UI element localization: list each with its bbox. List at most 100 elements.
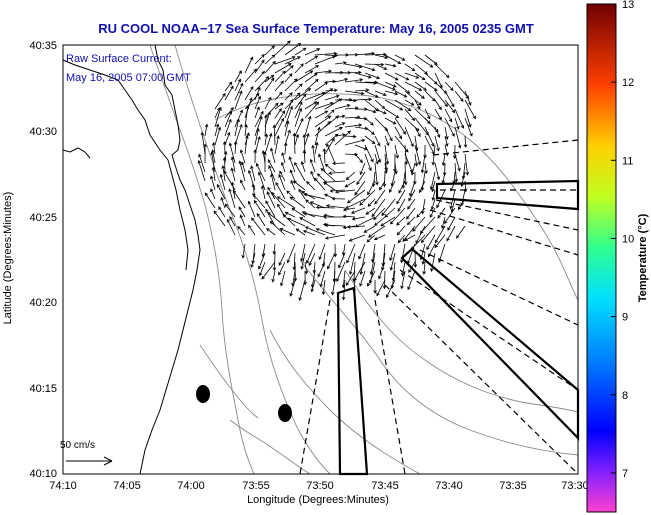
current-vector-arrow [234,118,240,137]
current-vector-arrow [241,161,246,173]
current-vector-arrow [218,206,226,218]
current-vector-arrow [324,53,339,58]
current-vector-arrow [334,61,347,65]
x-tick-label: 73:35 [499,480,527,492]
current-vector-arrow [374,90,387,96]
bathymetry-contours [149,44,579,475]
current-vector-arrow [384,99,404,111]
current-vector-arrow [348,252,356,276]
current-vector-arrow [304,78,319,92]
y-tick-label: 40:10 [29,468,57,480]
current-vector-arrow [284,211,296,218]
current-vector-arrow [284,92,293,101]
x-tick-label: 73:40 [435,480,463,492]
current-vector-arrow [284,73,293,83]
current-vector-arrow [244,68,257,83]
current-vector-arrow [394,126,403,140]
current-vector-arrow [252,193,266,209]
current-vector-arrow [294,161,306,182]
current-vector-arrow [264,132,273,155]
current-vector-arrow [446,225,456,242]
current-vector-arrow [334,130,352,146]
colorbar-tick-label: 10 [622,233,634,245]
current-vector-arrow [454,162,459,183]
current-vector-arrow [324,94,340,101]
current-vector-arrow [304,65,320,74]
current-vector-arrow [254,59,265,74]
current-vector-arrow [274,91,283,101]
current-vector-arrow [420,153,426,174]
current-vector-arrow [263,151,267,172]
current-vector-arrow [214,126,222,146]
current-vector-arrow [226,218,236,236]
current-vector-arrow [424,162,428,175]
current-vector-arrow [342,214,356,219]
current-vector-arrow [204,123,209,137]
current-vector-arrow [364,117,374,126]
current-vector-arrow [321,279,326,296]
current-vector-arrow [264,74,275,83]
colorbar-tick-label: 11 [622,155,633,167]
current-vector-arrow [430,252,436,273]
current-vector-arrow [264,96,272,110]
current-vector-arrow [291,207,306,218]
current-vector-arrow [374,81,396,91]
colorbar-tick-label: 9 [622,312,628,324]
current-vector-arrow [394,99,412,112]
current-vector-arrow [389,243,396,262]
current-vector-arrow [447,216,456,231]
current-vector-arrow [300,243,306,262]
current-vector-arrow [454,153,461,172]
current-vector-arrow [397,234,406,244]
current-vector-arrow [368,225,386,238]
current-vector-arrow [378,261,386,280]
current-vector-arrow [286,190,296,200]
current-vector-arrow [404,162,408,186]
current-vector-arrow [274,135,280,155]
current-vector-arrow [224,85,234,101]
current-vector-arrow [294,107,303,128]
current-vector-arrow [283,142,288,155]
current-vector-arrow [350,207,366,214]
current-vector-arrow [404,144,409,165]
current-vector-arrow [404,234,416,241]
current-vector-arrow [261,261,276,280]
current-vector-arrow [264,60,276,74]
current-vector-arrow [386,279,396,299]
current-vector-arrow [284,129,291,146]
current-vector-arrow [406,207,416,220]
current-vector-arrow [247,200,256,218]
current-vector-arrow [270,147,276,164]
current-vector-arrow [309,158,316,173]
current-vector-arrow [244,56,254,74]
current-vector-arrow [239,214,246,227]
current-vector-arrow [359,252,366,276]
current-vector-arrow [371,198,386,218]
current-vector-arrow [364,52,387,57]
map-background [63,45,578,474]
current-vector-arrow [254,53,265,65]
current-vector-arrow [317,261,326,278]
longitude-axis: 74:10 74:05 74:00 73:55 73:50 73:45 73:4… [49,480,589,506]
current-vector-arrow [373,279,377,294]
current-vector-arrow [278,252,286,266]
current-vector-arrow [344,78,364,83]
current-vector-arrow [434,108,442,121]
current-vector-arrow [326,143,336,164]
current-vector-arrow [233,140,238,155]
current-vector-arrow [203,143,207,164]
current-vector-arrow [268,165,276,182]
current-vector-arrow [424,108,431,120]
current-vector-arrow [254,115,263,137]
current-vector-arrow [324,133,339,146]
current-vector-arrow [303,193,326,200]
current-vector-arrow [324,234,346,240]
current-vector-arrow [294,101,303,119]
current-vector-arrow [434,162,441,181]
current-vector-arrow [267,186,276,200]
y-tick-label: 40:15 [29,383,57,395]
current-vector-arrow [374,216,386,226]
current-vector-arrow [365,207,376,215]
current-vector-arrow [354,88,370,92]
y-axis-label: Latitude (Degrees:Minutes) [2,192,14,325]
